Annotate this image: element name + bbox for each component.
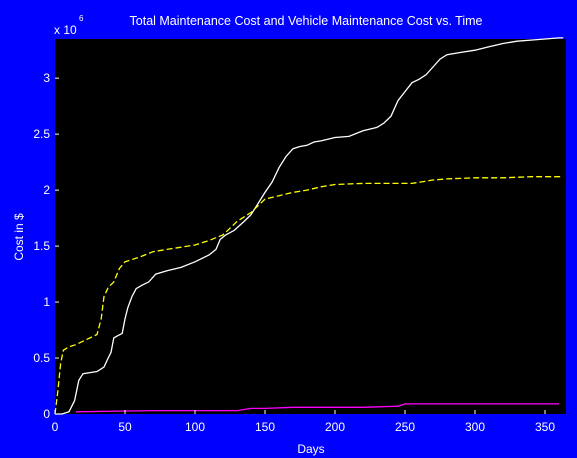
x-axis-label: Days bbox=[297, 442, 324, 456]
x-tick-label: 250 bbox=[395, 420, 415, 434]
x-tick-label: 0 bbox=[52, 420, 59, 434]
y-tick-label: 2.5 bbox=[33, 127, 50, 141]
chart-title: Total Maintenance Cost and Vehicle Maint… bbox=[130, 14, 483, 28]
series-line-1 bbox=[55, 37, 564, 415]
y-tick-label: 1.5 bbox=[33, 239, 50, 253]
y-tick-label: 0 bbox=[43, 407, 50, 421]
x-tick-label: 150 bbox=[255, 420, 275, 434]
y-tick-label: 2 bbox=[43, 183, 50, 197]
x-tick-label: 50 bbox=[118, 420, 132, 434]
y-exponent: 6 bbox=[79, 14, 84, 23]
series-line-2 bbox=[54, 176, 564, 415]
y-tick-label: 0.5 bbox=[33, 351, 50, 365]
x-tick-label: 300 bbox=[465, 420, 485, 434]
plot-area bbox=[55, 39, 566, 414]
y-axis-label: Cost in $ bbox=[12, 213, 26, 261]
x-tick-label: 100 bbox=[185, 420, 205, 434]
x-tick-label: 350 bbox=[535, 420, 555, 434]
y-tick-label: 3 bbox=[43, 71, 50, 85]
series-layer bbox=[54, 37, 564, 415]
y-tick-label: 1 bbox=[43, 295, 50, 309]
y-exponent-label: x 10 bbox=[54, 23, 77, 37]
tick-layer: 0 50 100 150 200 250 300 350 0 0.5 1 1.5 2 2.5 3 bbox=[33, 71, 555, 434]
x-tick-label: 200 bbox=[325, 420, 345, 434]
series-line-3 bbox=[75, 403, 559, 413]
